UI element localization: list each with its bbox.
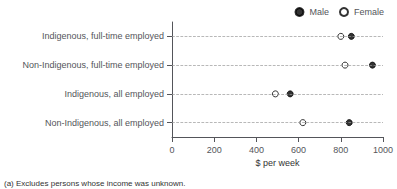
svg-text:Non-Indigenous, full-time empl: Non-Indigenous, full-time employed	[22, 60, 164, 70]
svg-text:0: 0	[169, 145, 174, 155]
svg-text:200: 200	[207, 145, 222, 155]
svg-text:Indigenous, all employed: Indigenous, all employed	[64, 89, 164, 99]
svg-text:Male: Male	[309, 7, 329, 17]
svg-text:Female: Female	[354, 7, 384, 17]
svg-text:$ per week: $ per week	[255, 158, 300, 168]
svg-text:400: 400	[249, 145, 264, 155]
svg-text:(a) Excludes persons whose inc: (a) Excludes persons whose income was un…	[4, 179, 185, 188]
svg-text:Indigenous, full-time employed: Indigenous, full-time employed	[42, 31, 164, 41]
svg-text:1000: 1000	[373, 145, 393, 155]
svg-text:800: 800	[333, 145, 348, 155]
svg-text:Non-Indigenous, all employed: Non-Indigenous, all employed	[45, 118, 164, 128]
svg-text:600: 600	[291, 145, 306, 155]
